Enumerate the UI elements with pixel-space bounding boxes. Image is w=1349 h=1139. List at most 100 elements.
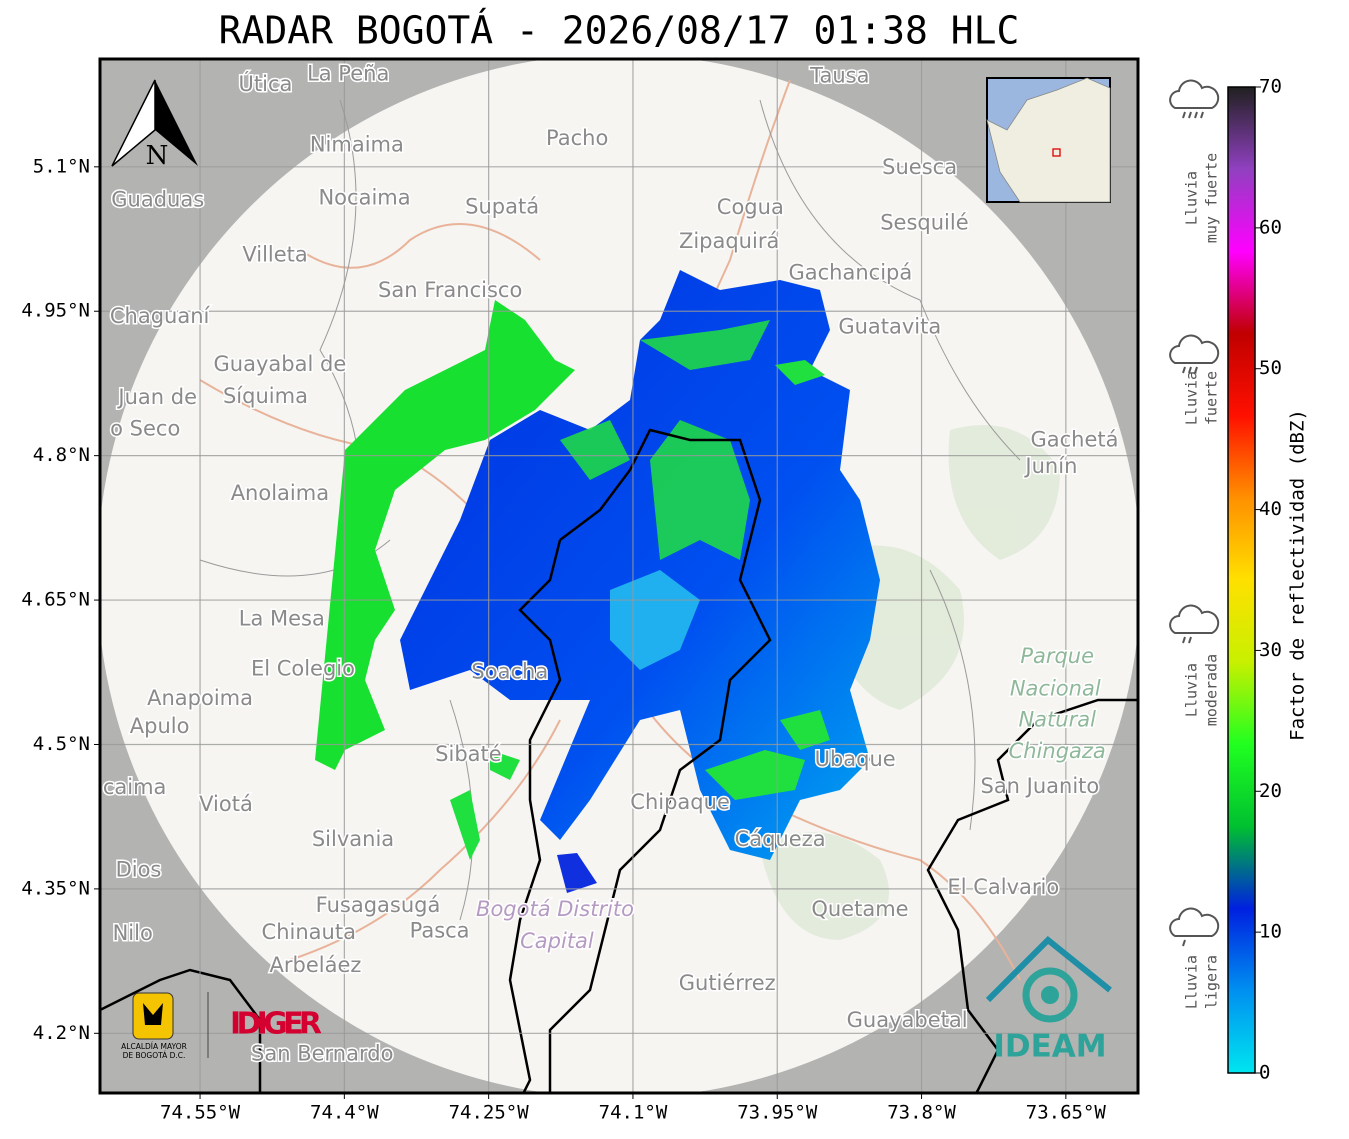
place-label: Bogotá Distrito (476, 897, 634, 921)
place-label: Síquima (223, 384, 308, 408)
map-frame (98, 57, 1140, 1095)
y-tick-label: 4.2°N (33, 1022, 90, 1044)
colorbar-tick-label: 40 (1259, 498, 1282, 520)
colorbar-tick-label: 60 (1259, 216, 1282, 238)
place-label: Cogua (717, 195, 784, 219)
place-label: Tausa (809, 63, 869, 87)
colorbar-tick-label: 0 (1259, 1062, 1270, 1084)
place-label: Natural (1018, 707, 1096, 731)
place-label: Quetame (811, 897, 908, 921)
place-label: El Colegio (251, 656, 355, 680)
y-tick-label: 4.95°N (21, 300, 90, 322)
place-label: San Bernardo (251, 1041, 393, 1065)
place-label: Nilo (113, 921, 153, 945)
x-tick-label: 73.8°W (887, 1102, 956, 1124)
place-label: Gachancipá (788, 261, 912, 285)
cloud (1169, 334, 1220, 364)
place-label: Nacional (1010, 677, 1101, 701)
rain-category: Lluvia (1183, 371, 1201, 425)
place-label: Soacha (471, 659, 548, 683)
place-label: Capital (520, 929, 594, 953)
place-label: Anapoima (147, 686, 253, 710)
rain-category: muy fuerte (1203, 153, 1221, 243)
cloud (1169, 604, 1220, 634)
x-tick-label: 74.4°W (310, 1102, 379, 1124)
y-tick-label: 4.5°N (33, 733, 90, 755)
grid (100, 59, 1138, 1093)
drop (1182, 111, 1186, 119)
place-label: Sesquilé (880, 211, 968, 235)
place-label: Fusagasugá (316, 893, 441, 917)
place-label: Supatá (465, 194, 539, 218)
drop (1182, 636, 1186, 644)
logos: ALCALDÍA MAYOR DE BOGOTÁ D.C. IDIGER IDE… (121, 935, 1112, 1065)
drop (1200, 111, 1204, 119)
place-label: Nocaima (318, 186, 410, 210)
place-label: La Peña (307, 61, 389, 85)
place-label: Juan de (116, 385, 197, 409)
place-label: Dios (116, 858, 162, 882)
place-label: Útica (239, 71, 293, 96)
drop (1182, 939, 1186, 947)
north-arrow: N (111, 79, 198, 171)
rain-icon (1169, 334, 1220, 374)
cloud (1169, 79, 1220, 109)
colorbar-tick-label: 10 (1259, 921, 1282, 943)
y-tick-label: 5.1°N (33, 155, 90, 177)
logo-alcaldia: DE BOGOTÁ D.C. (123, 1051, 186, 1060)
y-tick-label: 4.35°N (21, 877, 90, 899)
place-label: Pacho (546, 126, 608, 150)
rain-icon (1169, 907, 1220, 947)
place-label: Pasca (410, 918, 470, 942)
colorbar-tick-label: 30 (1259, 639, 1282, 661)
drop (1182, 366, 1186, 374)
x-tick-label: 74.1°W (599, 1102, 668, 1124)
rain-icon (1169, 79, 1220, 119)
place-label: Junín (1023, 454, 1077, 478)
map: Útica La Peña Tausa Pacho Nimaima Guaduas Noca… (100, 59, 1138, 1093)
district-border (100, 428, 1138, 1093)
rain-category: fuerte (1203, 371, 1221, 425)
rain-category: moderada (1203, 654, 1221, 726)
place-label: Zipaquirá (679, 229, 779, 253)
place-label: Chinauta (262, 920, 356, 944)
x-tick-label: 74.55°W (160, 1102, 241, 1124)
place-label: Guayabetal (847, 1008, 968, 1032)
drop (1194, 111, 1198, 119)
drop (1194, 366, 1198, 374)
place-label: Guayabal de (214, 352, 347, 376)
title: RADAR BOGOTÁ - 2026/08/17 01:38 HLC (219, 9, 1020, 53)
x-tick-label: 73.65°W (1026, 1102, 1107, 1124)
colorbar-tick-label: 50 (1259, 357, 1282, 379)
inset-map (986, 77, 1111, 203)
place-label: Guatavita (838, 315, 941, 339)
logo-idiger: IDIGER (230, 1007, 322, 1042)
colorbar: 0 10 20 30 40 50 60 70 Factor de reflectividad (… (1169, 76, 1309, 1084)
place-label: o Seco (110, 417, 180, 441)
rain-icon (1169, 604, 1220, 644)
rain-category: Lluvia (1183, 663, 1201, 717)
place-label: Chingaza (1009, 739, 1106, 763)
place-label: Arbeláez (270, 953, 362, 977)
colorbar-tick-label: 70 (1259, 76, 1282, 98)
x-tick-label: 73.95°W (737, 1102, 818, 1124)
place-label: San Juanito (980, 774, 1099, 798)
place-label: Silvania (312, 827, 394, 851)
place-label: Cáqueza (735, 827, 826, 851)
drop (1188, 636, 1192, 644)
place-labels: Útica La Peña Tausa Pacho Nimaima Guaduas Noca… (101, 60, 1120, 1067)
place-label: Gutiérrez (679, 971, 776, 995)
logo-ideam: IDEAM (993, 1029, 1106, 1065)
place-label: Villeta (242, 242, 307, 266)
drop (1188, 366, 1192, 374)
place-label: Chipaque (630, 790, 730, 814)
rain-category: Lluvia (1183, 171, 1201, 225)
north-label: N (146, 141, 169, 171)
cloud (1169, 907, 1220, 937)
place-label: San Francisco (378, 278, 522, 302)
rain-category: Lluvia (1183, 955, 1201, 1009)
logo-alcaldia: ALCALDÍA MAYOR (121, 1042, 187, 1051)
x-tick-label: 74.25°W (449, 1102, 530, 1124)
place-label: Ubaque (815, 747, 896, 771)
